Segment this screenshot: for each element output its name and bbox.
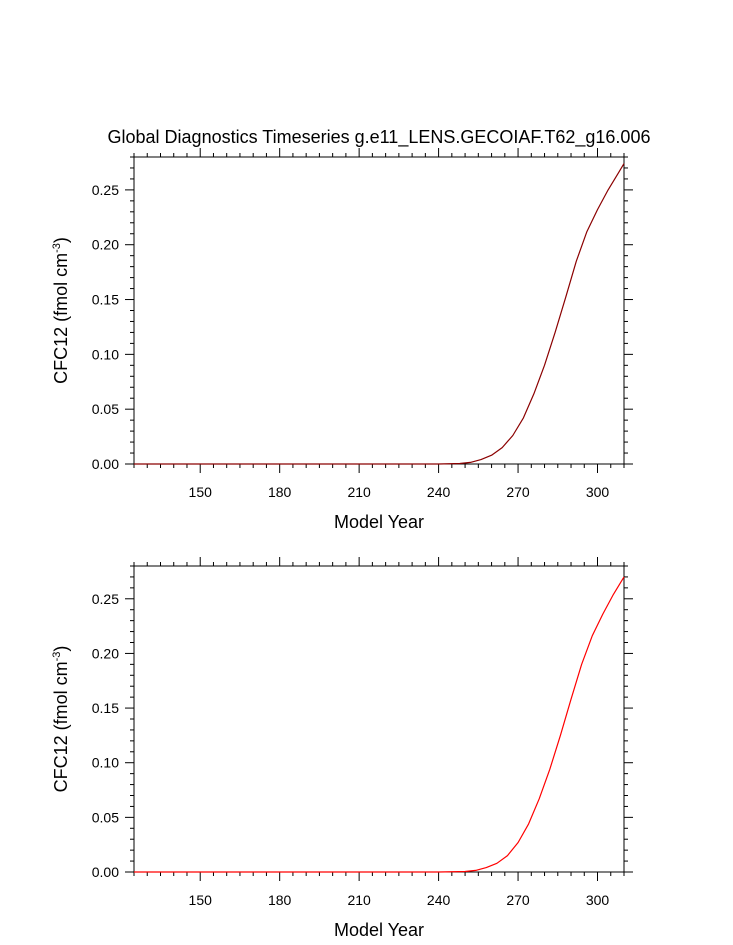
y-tick-label: 0.00 <box>92 864 119 880</box>
y-tick-label: 0.10 <box>92 346 119 362</box>
y-tick-label: 0.25 <box>92 591 119 607</box>
x-tick-label: 150 <box>189 892 213 908</box>
y-axis-title-main: CFC12 (fmol cm <box>51 661 71 792</box>
y-tick-label: 0.15 <box>92 292 119 308</box>
x-tick-label: 210 <box>347 484 371 500</box>
series-line-0 <box>134 163 625 465</box>
x-tick-label: 180 <box>268 484 292 500</box>
y-axis-title: CFC12 (fmol cm-3) <box>51 646 71 793</box>
chart-panel-top: 150 180 210 240 270 300 0.00 0.05 0.10 0.15 0.20 0.… <box>51 148 633 532</box>
y-tick-label: 0.05 <box>92 401 119 417</box>
x-axis-title: Model Year <box>334 512 424 532</box>
y-axis-title: CFC12 (fmol cm-3) <box>51 237 71 384</box>
x-axis-title: Model Year <box>334 920 424 940</box>
plot-frame <box>133 156 625 465</box>
plot-frame <box>133 565 625 873</box>
y-tick-label: 0.20 <box>92 237 119 253</box>
x-tick-label: 210 <box>347 892 371 908</box>
y-tick-label: 0.05 <box>92 809 119 825</box>
y-tick-label: 0.25 <box>92 182 119 198</box>
y-axis-title-superscript: -3 <box>51 243 63 253</box>
series-line-0 <box>134 576 625 873</box>
y-axis-title-superscript: -3 <box>51 652 63 662</box>
y-tick-label: 0.00 <box>92 456 119 472</box>
x-tick-label: 300 <box>586 484 610 500</box>
x-tick-label: 240 <box>427 892 451 908</box>
y-tick-label: 0.10 <box>92 755 119 771</box>
y-axis-title-close: ) <box>51 646 71 652</box>
figure-title: Global Diagnostics Timeseries g.e11_LENS… <box>108 127 651 148</box>
x-tick-label: 270 <box>506 892 530 908</box>
x-tick-label: 150 <box>189 484 213 500</box>
y-tick-label: 0.15 <box>92 700 119 716</box>
x-tick-label: 180 <box>268 892 292 908</box>
x-tick-label: 300 <box>586 892 610 908</box>
y-axis-title-main: CFC12 (fmol cm <box>51 253 71 384</box>
chart-panel-bottom: 150 180 210 240 270 300 0.00 0.05 0.10 0.15 0.20 0.… <box>51 557 633 940</box>
y-axis-title-close: ) <box>51 237 71 243</box>
y-tick-label: 0.20 <box>92 645 119 661</box>
x-tick-label: 270 <box>506 484 530 500</box>
x-tick-label: 240 <box>427 484 451 500</box>
